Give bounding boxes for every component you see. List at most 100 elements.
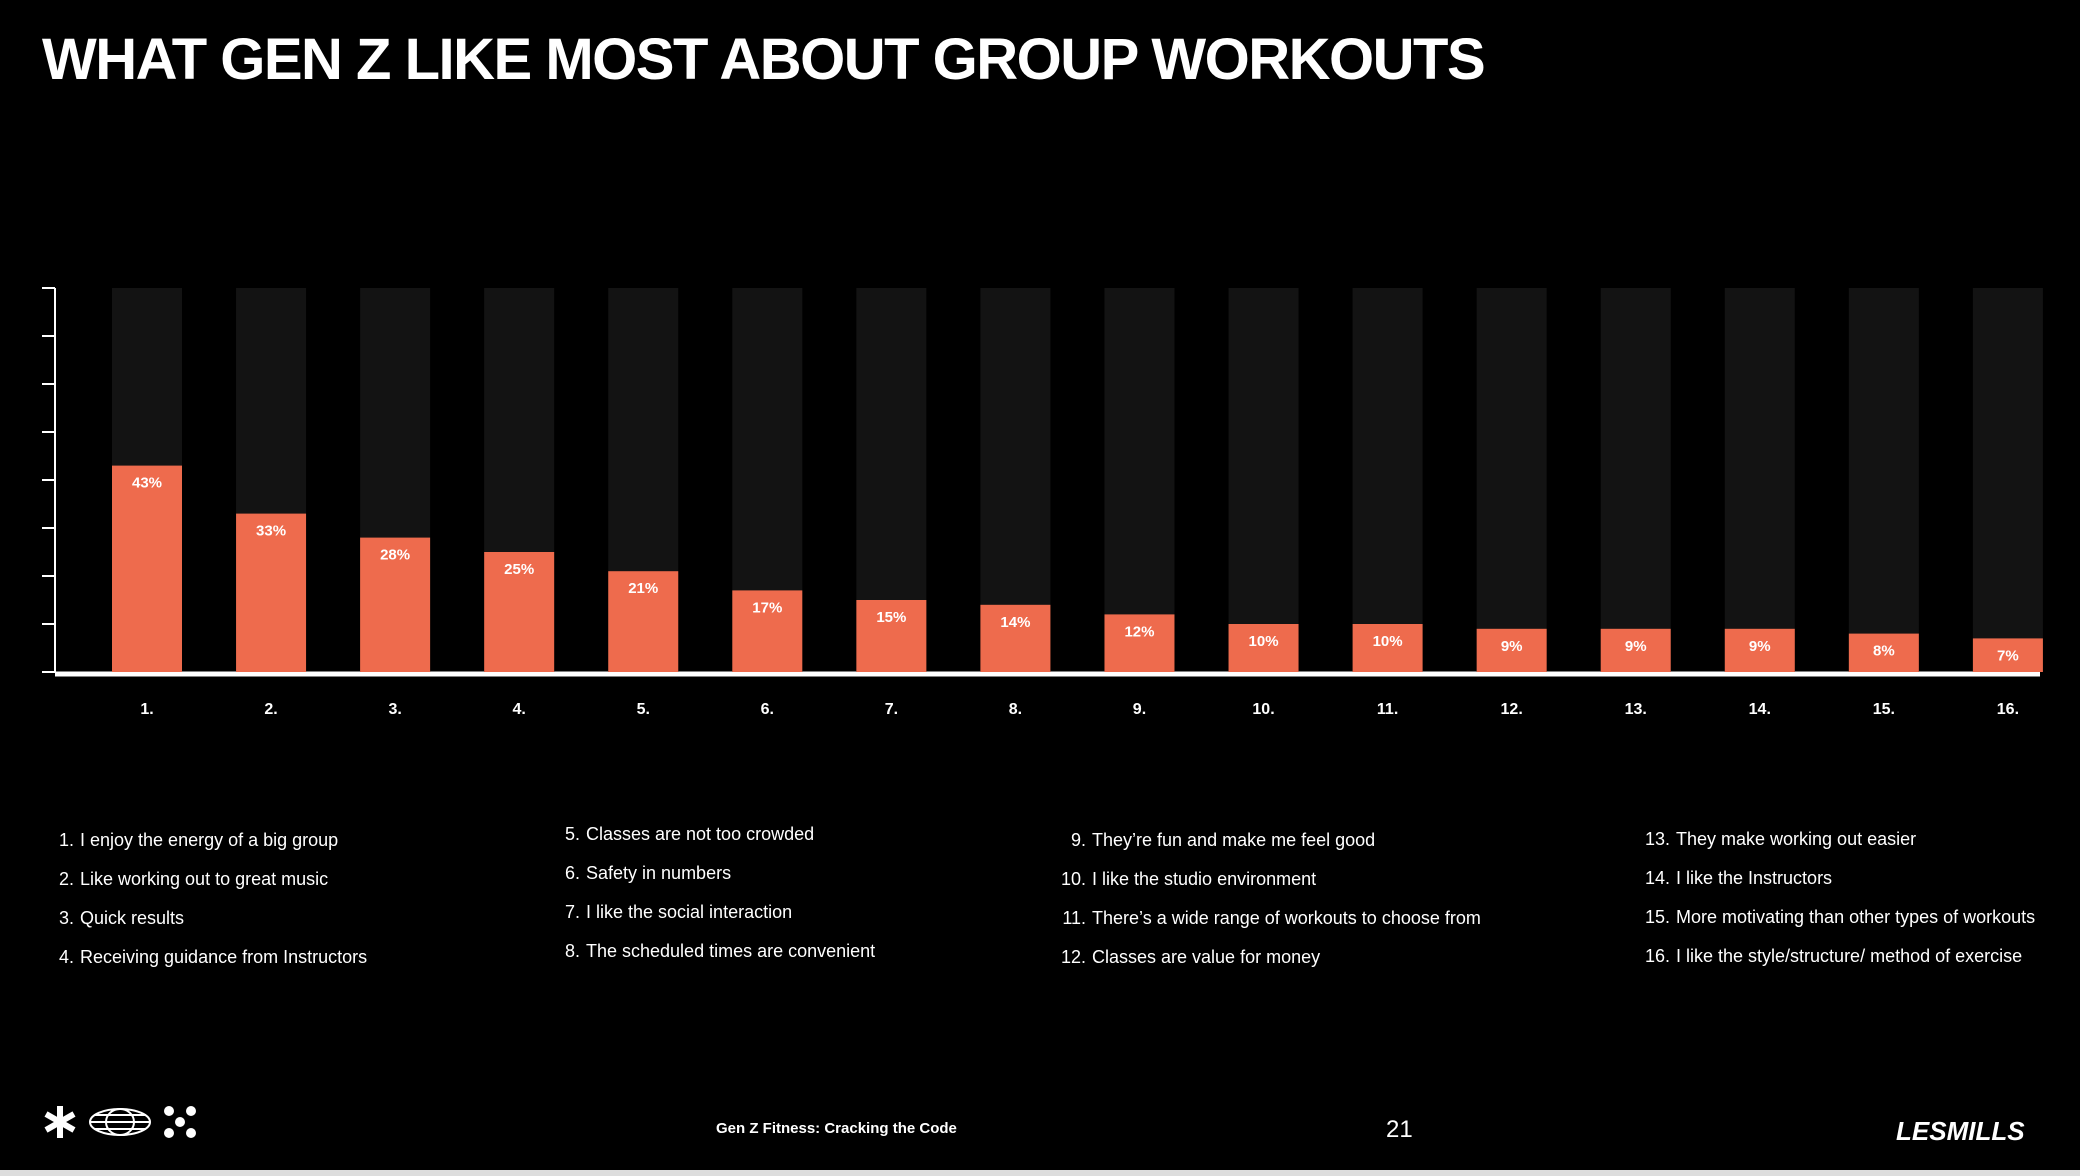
asterisk-icon [44,1106,76,1138]
page-number: 21 [1386,1116,1413,1143]
bar-data-label: 17% [752,599,782,616]
legend-item: 9. They’re fun and make me feel good [1052,830,1375,851]
legend-item-label: I like the studio environment [1092,869,1317,889]
legend-item-label: They make working out easier [1676,829,1917,849]
legend-item-number: 14. [1644,868,1670,888]
bar-track [1228,288,1299,672]
bar-data-label: 15% [876,609,906,626]
legend-item: 14. I like the Instructors [1636,868,1832,889]
legend-item-label: There’s a wide range of workouts to choo… [1092,908,1481,928]
legend-item-number: 3. [58,908,74,928]
legend-item-number: 13. [1644,829,1670,849]
bar-data-label: 9% [1501,638,1523,655]
legend-item-number: 2. [58,869,74,889]
legend-item: 16. I like the style/structure/ method of… [1636,946,2022,967]
legend-item-label: Classes are value for money [1092,947,1321,967]
bar [236,513,307,672]
legend-item-number: 6. [564,863,580,883]
x-tick-label: 7. [885,701,898,718]
legend-item: 8. The scheduled times are convenient [546,941,875,962]
bar-data-label: 10% [1249,633,1279,650]
bar-track [1352,288,1423,672]
bar-track [1972,288,2043,672]
bar [1104,614,1175,672]
legend-item-label: They’re fun and make me feel good [1092,830,1376,850]
legend-item-number: 16. [1644,946,1670,966]
legend-item-label: Quick results [80,908,185,928]
legend-item: 5. Classes are not too crowded [546,824,814,845]
legend-item: 4. Receiving guidance from Instructors [40,947,367,968]
x-tick-label: 1. [140,701,153,718]
bar [1972,638,2043,672]
legend-item-label: Like working out to great music [80,869,329,889]
footer-icons [42,1104,198,1140]
bar-chart: 43% 1. 33% 2. 28% 3. 25% 4. 21% 5. 17% 6. 15% 7. 14% 8.… [42,287,2043,718]
bar [1476,628,1547,672]
x-tick-label: 9. [1133,701,1146,718]
legend-item: 1. I enjoy the energy of a big group [40,830,338,851]
bar-data-label: 12% [1124,623,1154,640]
page-title: WHAT GEN Z LIKE MOST ABOUT GROUP WORKOUT… [42,27,1486,92]
bar-data-label: 21% [628,580,658,597]
x-tick-label: 16. [1997,701,2019,718]
bar-data-label: 33% [256,523,286,540]
legend-item-label: Receiving guidance from Instructors [80,947,368,967]
legend-item-number: 1. [58,830,74,850]
x-tick-label: 4. [513,701,526,718]
legend-item-label: I like the social interaction [586,902,793,922]
bar [980,604,1051,672]
legend-item-number: 10. [1060,869,1086,889]
bar-track [1476,288,1547,672]
bar [856,600,927,672]
bar-data-label: 8% [1873,643,1895,660]
legend-item: 10. I like the studio environment [1052,869,1316,890]
x-tick-label: 11. [1377,701,1398,718]
legend-item: 2. Like working out to great music [40,869,328,890]
bar-track [1848,288,1919,672]
bottom-rule [0,1170,2080,1176]
x-tick-label: 13. [1625,701,1647,718]
legend-item-number: 15. [1644,907,1670,927]
legend-item: 15. More motivating than other types of w… [1636,907,2035,928]
legend-item: 13. They make working out easier [1636,829,1916,850]
bar-data-label: 7% [1997,647,2019,664]
legend-item: 12. Classes are value for money [1052,947,1320,968]
legend-item-number: 11. [1062,908,1086,928]
x-tick-label: 6. [761,701,774,718]
x-tick-label: 14. [1749,701,1771,718]
x-tick-label: 5. [637,701,650,718]
bar-track [1600,288,1671,672]
bar-track [1724,288,1795,672]
bar [1848,633,1919,672]
x-tick-label: 3. [388,701,401,718]
dots-icon [164,1106,196,1138]
bar-data-label: 28% [380,547,410,564]
bar [732,590,803,672]
bar-data-label: 25% [504,561,534,578]
bar-track [1104,288,1175,672]
legend-item-label: I like the style/structure/ method of ex… [1676,946,2023,966]
bar [1352,624,1423,672]
bar-data-label: 14% [1000,614,1030,631]
bar [1228,624,1299,672]
bar [360,537,431,672]
legend-item-label: Safety in numbers [586,863,732,883]
x-tick-label: 2. [264,701,277,718]
x-tick-label: 10. [1252,701,1274,718]
legend-item-number: 8. [564,941,580,961]
bar-data-label: 9% [1749,638,1771,655]
legend-item-label: I like the Instructors [1676,868,1833,888]
legend-item-label: I enjoy the energy of a big group [80,830,339,850]
x-tick-label: 15. [1873,701,1895,718]
legend-item: 3. Quick results [40,908,184,929]
legend-item-number: 9. [1070,830,1086,850]
legend-item: 7. I like the social interaction [546,902,792,923]
bar [1724,628,1795,672]
bar [484,552,555,672]
bar-data-label: 9% [1625,638,1647,655]
legend-item: 6. Safety in numbers [546,863,731,884]
bar-data-label: 10% [1373,633,1403,650]
bar [112,465,182,672]
legend-item-number: 5. [564,824,580,844]
x-tick-label: 12. [1501,701,1523,718]
